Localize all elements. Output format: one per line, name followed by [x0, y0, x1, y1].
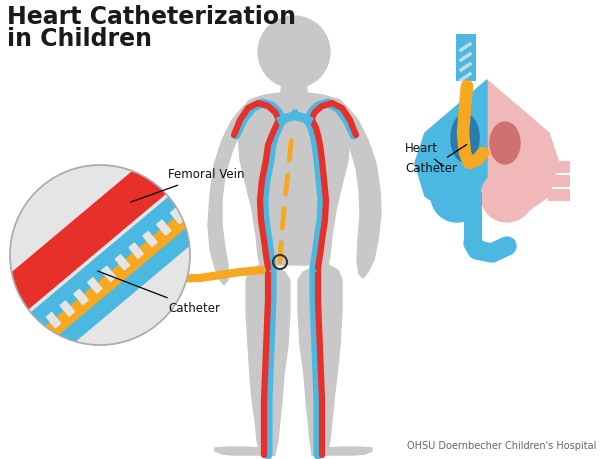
Polygon shape	[280, 82, 308, 100]
Text: Catheter: Catheter	[405, 145, 467, 174]
Polygon shape	[184, 197, 199, 212]
Text: OHSU Doernbecher Children's Hospital: OHSU Doernbecher Children's Hospital	[407, 441, 596, 451]
FancyBboxPatch shape	[465, 193, 481, 243]
Polygon shape	[215, 447, 275, 455]
Circle shape	[258, 16, 330, 88]
FancyBboxPatch shape	[549, 162, 569, 172]
Ellipse shape	[451, 114, 479, 162]
Text: Heart Catheterization: Heart Catheterization	[7, 5, 296, 29]
Polygon shape	[101, 266, 116, 281]
Polygon shape	[415, 80, 559, 213]
FancyBboxPatch shape	[549, 176, 569, 186]
Circle shape	[481, 170, 533, 222]
Polygon shape	[170, 208, 185, 224]
Polygon shape	[0, 106, 235, 367]
Polygon shape	[198, 185, 212, 201]
Circle shape	[10, 165, 190, 345]
Polygon shape	[143, 231, 157, 247]
Polygon shape	[0, 155, 260, 397]
Polygon shape	[246, 265, 290, 455]
Circle shape	[431, 170, 483, 222]
Polygon shape	[298, 265, 342, 455]
Polygon shape	[157, 220, 171, 235]
Polygon shape	[0, 139, 270, 409]
Polygon shape	[336, 100, 381, 278]
Polygon shape	[129, 243, 143, 258]
Text: Heart: Heart	[405, 141, 443, 166]
Polygon shape	[415, 80, 487, 213]
Ellipse shape	[490, 122, 520, 164]
Polygon shape	[74, 289, 88, 305]
Text: Femoral Vein: Femoral Vein	[131, 168, 245, 202]
Text: in Children: in Children	[7, 27, 152, 51]
FancyBboxPatch shape	[549, 190, 569, 200]
Polygon shape	[238, 93, 350, 265]
Polygon shape	[312, 447, 372, 455]
Polygon shape	[60, 301, 74, 316]
FancyBboxPatch shape	[457, 35, 475, 80]
Polygon shape	[208, 100, 254, 285]
Polygon shape	[115, 255, 130, 270]
Text: Catheter: Catheter	[98, 271, 220, 314]
Polygon shape	[88, 278, 102, 293]
Polygon shape	[46, 313, 61, 328]
